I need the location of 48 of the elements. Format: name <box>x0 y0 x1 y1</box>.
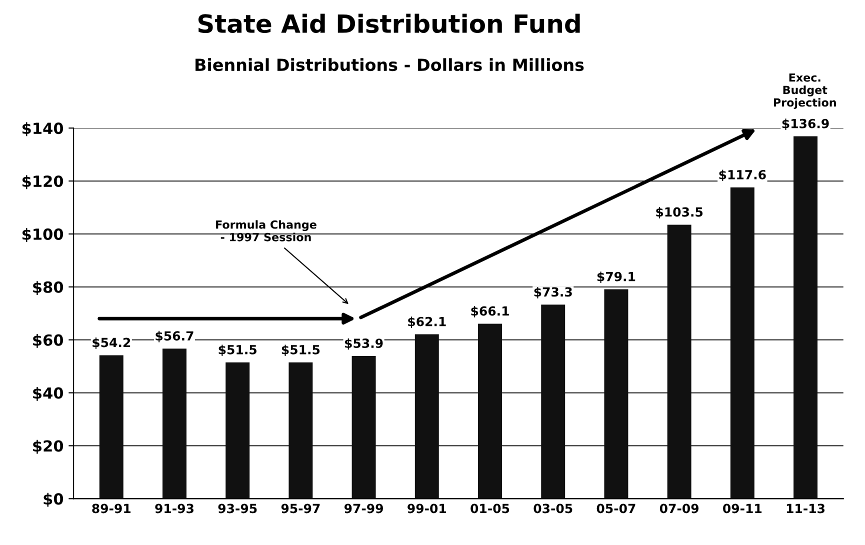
bar <box>226 362 250 499</box>
data-label: $56.7 <box>156 330 194 342</box>
x-tick-label: 05-07 <box>596 504 636 514</box>
x-tick-label: 89-91 <box>92 504 131 514</box>
data-label: $62.1 <box>408 316 446 328</box>
bar <box>288 362 313 499</box>
bar <box>478 324 502 499</box>
chart-title: State Aid Distribution Fund <box>198 14 580 34</box>
data-label: $51.5 <box>218 344 256 356</box>
data-label: $54.2 <box>92 338 130 349</box>
x-tick-label: 91-93 <box>155 504 194 514</box>
y-tick-label: $20 <box>33 440 64 454</box>
y-tick-label: $0 <box>44 492 64 507</box>
chart-subtitle: Biennial Distributions - Dollars in Millions <box>196 58 584 72</box>
data-label: $53.9 <box>345 338 383 350</box>
x-tick-label: 99-01 <box>408 504 446 514</box>
bar <box>604 289 628 499</box>
data-label: $103.5 <box>656 207 703 218</box>
y-tick-label: $100 <box>22 228 64 242</box>
y-tick-label: $40 <box>33 386 64 401</box>
y-tick-label: $60 <box>33 334 64 348</box>
x-tick-label: 95-97 <box>281 504 320 514</box>
bar <box>352 356 376 499</box>
data-label: $136.9 <box>782 118 829 130</box>
data-label: $66.1 <box>471 306 509 318</box>
x-tick-label: 07-09 <box>660 504 698 514</box>
x-tick-label: 93-95 <box>218 504 257 514</box>
bar <box>414 334 439 499</box>
bar <box>794 136 818 499</box>
y-tick-label: $140 <box>22 122 64 136</box>
y-tick-label: $120 <box>22 175 64 190</box>
data-label: $51.5 <box>282 344 320 356</box>
bar <box>99 355 124 499</box>
bar <box>730 187 754 499</box>
data-label: $117.6 <box>719 170 766 182</box>
x-tick-label: 03-05 <box>534 504 572 514</box>
data-label: $79.1 <box>597 272 636 283</box>
x-tick-label: 09-11 <box>723 504 762 514</box>
bar <box>162 348 186 499</box>
text: Exec. Budget Projection <box>774 73 836 109</box>
y-tick-label: $80 <box>33 281 64 295</box>
bar <box>541 304 566 499</box>
x-tick-label: 11-13 <box>786 504 825 514</box>
x-tick-label: 01-05 <box>470 504 510 514</box>
annotation: Formula Change - 1997 Session <box>216 220 316 242</box>
x-tick-label: 97-99 <box>344 504 383 514</box>
bar <box>667 224 692 499</box>
data-label: $73.3 <box>534 286 572 298</box>
